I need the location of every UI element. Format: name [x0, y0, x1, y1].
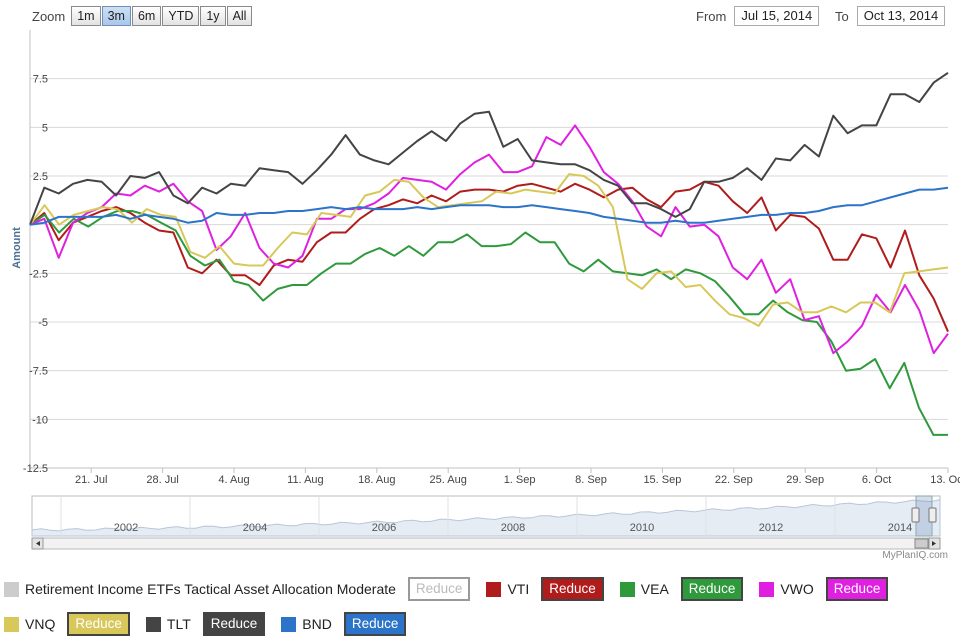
credit-link[interactable]: MyPlanIQ.com [882, 550, 948, 561]
legend-row-1: Retirement Income ETFs Tactical Asset Al… [0, 576, 900, 602]
series-lines [29, 71, 949, 436]
navigator-handle-left [911, 507, 920, 523]
legend-row-2: VNQ Reduce TLT Reduce BND Reduce [0, 611, 418, 637]
y-axis-title: Amount [11, 227, 23, 269]
legend-item-vea[interactable]: VEA [619, 581, 681, 597]
zoom-bar: Zoom 1m 3m 6m YTD 1y All [32, 6, 253, 26]
series-line-vnq [29, 173, 949, 327]
x-tick-label: 1. Sep [504, 474, 536, 486]
legend-item-bnd[interactable]: BND [281, 616, 344, 632]
reduce-vti-button[interactable]: Reduce [541, 577, 604, 601]
swatch-vti [486, 581, 502, 597]
reduce-portfolio-button[interactable]: Reduce [407, 577, 471, 601]
to-date-input[interactable]: Oct 13, 2014 [856, 6, 946, 26]
scroll-right-arrow-icon [932, 541, 936, 546]
reduce-vnq-button[interactable]: Reduce [67, 612, 130, 636]
legend-item-portfolio[interactable]: Retirement Income ETFs Tactical Asset Al… [4, 581, 408, 597]
scrollbar-thumb [914, 538, 929, 549]
scrollbar-track [31, 537, 941, 550]
y-tick-label: 2.5 [33, 171, 48, 183]
navigator-year-label: 2006 [372, 522, 396, 534]
zoom-label: Zoom [32, 8, 66, 24]
swatch-vwo [759, 581, 775, 597]
series-line-vea [29, 210, 948, 436]
legend-label: TLT [166, 616, 191, 632]
zoom-6m-button[interactable]: 6m [131, 6, 162, 26]
x-tick-label: 4. Aug [218, 474, 249, 486]
to-label: To [835, 8, 849, 24]
scroll-left-arrow-icon [36, 541, 40, 546]
series-line-vwo [29, 124, 949, 355]
legend-item-vnq[interactable]: VNQ [4, 616, 67, 632]
from-date-input[interactable]: Jul 15, 2014 [734, 6, 820, 26]
zoom-3m-button[interactable]: 3m [101, 6, 131, 26]
zoom-all-button[interactable]: All [226, 6, 253, 26]
swatch-vea [619, 581, 635, 597]
stock-chart: -12.5 -10 -7.5 -5 -2.5 2.5 5 7.5 21. Jul 28. Jul… [11, 30, 960, 550]
legend-item-vti[interactable]: VTI [486, 581, 541, 597]
date-range-from: From Jul 15, 2014 [696, 6, 820, 26]
swatch-portfolio [4, 581, 19, 597]
navigator-year-label: 2014 [888, 522, 912, 534]
legend-label: Retirement Income ETFs Tactical Asset Al… [25, 581, 396, 597]
x-tick-label: 6. Oct [862, 474, 891, 486]
zoom-ytd-button[interactable]: YTD [162, 6, 200, 26]
x-tick-label: 11. Aug [287, 474, 324, 486]
navigator-year-label: 2002 [114, 522, 138, 534]
x-tick-label: 28. Jul [146, 474, 178, 486]
x-tick-label: 25. Aug [430, 474, 467, 486]
reduce-tlt-button[interactable]: Reduce [202, 612, 266, 636]
y-tick-label: -7.5 [29, 366, 48, 378]
navigator-handle-right [928, 507, 937, 523]
date-range-to: To Oct 13, 2014 [835, 6, 946, 26]
x-tick-label: 21. Jul [75, 474, 107, 486]
y-tick-label: 7.5 [33, 74, 48, 86]
grid-lines [30, 78, 948, 469]
y-tick-label: -10 [32, 414, 48, 426]
navigator-year-label: 2004 [243, 522, 267, 534]
series-line-bnd [29, 186, 949, 226]
reduce-vwo-button[interactable]: Reduce [825, 577, 889, 601]
series-line-vti [29, 180, 949, 333]
x-tick-label: 18. Aug [358, 474, 395, 486]
y-tick-label: 5 [42, 122, 48, 134]
zoom-1y-button[interactable]: 1y [200, 6, 226, 26]
navigator: 2002 2004 2006 2008 2010 2012 2014 [31, 495, 941, 550]
plot-border [29, 30, 948, 469]
swatch-bnd [281, 616, 297, 632]
x-tick-label: 29. Sep [786, 474, 824, 486]
x-tick-label: 22. Sep [715, 474, 753, 486]
navigator-year-label: 2008 [501, 522, 525, 534]
swatch-vnq [4, 616, 19, 632]
x-tick-label: 8. Sep [575, 474, 607, 486]
legend-label: VWO [780, 581, 814, 597]
x-axis: 21. Jul 28. Jul 4. Aug 11. Aug 18. Aug 25. Au… [75, 468, 960, 486]
legend-item-vwo[interactable]: VWO [759, 581, 825, 597]
series-line-tlt [29, 71, 949, 226]
y-tick-label: -12.5 [23, 463, 48, 475]
x-tick-label: 13. Oct [930, 474, 960, 486]
x-tick-label: 15. Sep [643, 474, 681, 486]
y-tick-label: -5 [38, 317, 48, 329]
legend-label: VEA [640, 581, 669, 597]
legend-label: VTI [507, 581, 530, 597]
reduce-vea-button[interactable]: Reduce [680, 577, 744, 601]
reduce-bnd-button[interactable]: Reduce [343, 612, 407, 636]
navigator-year-label: 2010 [630, 522, 654, 534]
navigator-area [31, 498, 941, 537]
swatch-tlt [145, 616, 161, 632]
navigator-year-label: 2012 [759, 522, 783, 534]
y-axis: -12.5 -10 -7.5 -5 -2.5 2.5 5 7.5 [23, 74, 48, 475]
legend-label: VNQ [25, 616, 56, 632]
legend-label: BND [302, 616, 332, 632]
zoom-1m-button[interactable]: 1m [71, 6, 101, 26]
y-tick-label: -2.5 [29, 268, 48, 280]
from-label: From [696, 8, 727, 24]
legend-item-tlt[interactable]: TLT [145, 616, 203, 632]
